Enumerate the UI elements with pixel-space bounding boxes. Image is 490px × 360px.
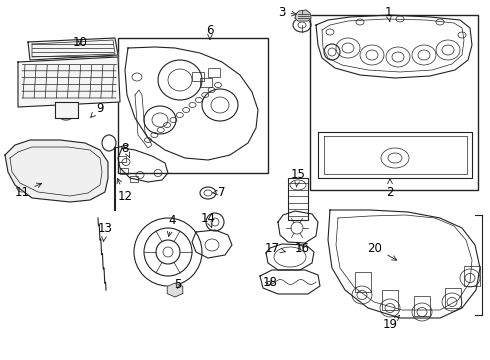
Text: 9: 9 bbox=[91, 102, 104, 117]
Text: 15: 15 bbox=[291, 168, 305, 187]
Bar bbox=[445, 288, 461, 308]
Text: 2: 2 bbox=[386, 179, 394, 198]
Text: 4: 4 bbox=[168, 213, 176, 237]
Bar bbox=[414, 296, 430, 316]
Text: 20: 20 bbox=[368, 242, 397, 260]
Bar bbox=[118, 156, 126, 162]
Bar bbox=[382, 290, 398, 310]
Bar bbox=[200, 78, 212, 87]
Text: 3: 3 bbox=[278, 5, 296, 18]
Bar bbox=[355, 272, 371, 292]
Bar bbox=[192, 72, 204, 81]
Text: 12: 12 bbox=[117, 179, 132, 202]
Bar bbox=[288, 178, 308, 220]
Text: 17: 17 bbox=[265, 242, 285, 255]
Text: 8: 8 bbox=[122, 141, 130, 157]
Text: 11: 11 bbox=[15, 183, 42, 198]
Polygon shape bbox=[18, 57, 120, 107]
Text: 16: 16 bbox=[294, 242, 310, 255]
Polygon shape bbox=[167, 283, 183, 297]
Polygon shape bbox=[55, 102, 78, 118]
Text: 6: 6 bbox=[206, 23, 214, 40]
Text: 10: 10 bbox=[73, 36, 87, 49]
Bar bbox=[130, 176, 138, 182]
Bar bbox=[208, 68, 220, 77]
Polygon shape bbox=[28, 38, 118, 60]
Text: 1: 1 bbox=[384, 5, 392, 22]
Text: 18: 18 bbox=[263, 275, 277, 288]
Bar bbox=[464, 266, 480, 286]
Bar bbox=[310, 15, 478, 190]
Polygon shape bbox=[295, 10, 311, 21]
Polygon shape bbox=[5, 140, 108, 202]
Text: 19: 19 bbox=[383, 315, 399, 332]
Bar bbox=[120, 168, 128, 174]
Bar bbox=[118, 38, 268, 173]
Text: 14: 14 bbox=[200, 211, 216, 228]
Text: 7: 7 bbox=[213, 185, 226, 198]
Text: 5: 5 bbox=[174, 279, 182, 292]
Text: 13: 13 bbox=[98, 221, 112, 241]
